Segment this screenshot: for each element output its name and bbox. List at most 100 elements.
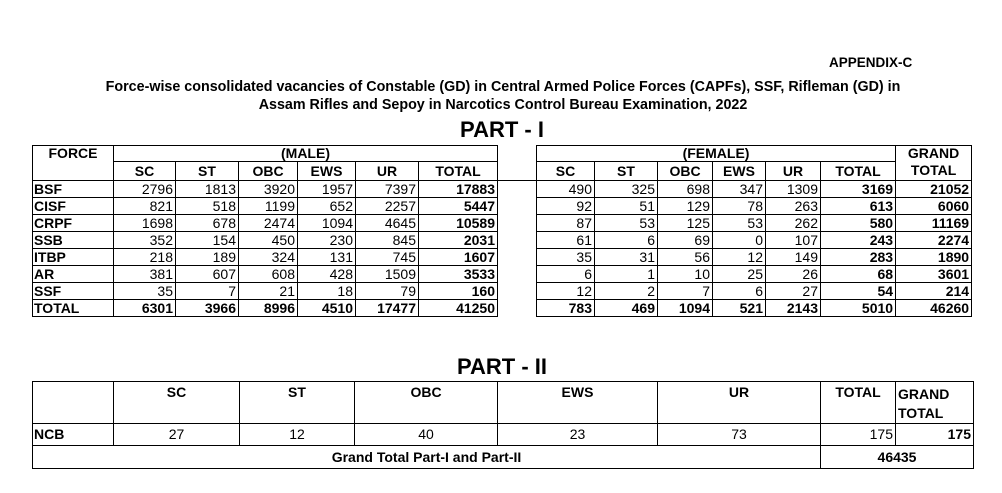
female-ur: 2143: [765, 299, 821, 317]
table-row-cisf: CISF 821 518 1199 652 2257 5447 92 51 129 78 263 613…: [32, 197, 973, 215]
female-obc: 69: [657, 231, 713, 249]
p2-col-total: TOTAL: [820, 381, 896, 424]
male-sc: 6301: [113, 299, 176, 317]
male-ews: 652: [297, 197, 356, 215]
male-ews: 4510: [297, 299, 356, 317]
spacer-cell: [497, 299, 537, 317]
male-obc: 324: [238, 248, 298, 266]
table-row-total: TOTAL 6301 3966 8996 4510 17477 41250 783 469 109…: [32, 299, 973, 317]
male-ur: 1509: [355, 265, 419, 283]
force-header: FORCE: [32, 145, 114, 181]
female-st: 1: [594, 265, 658, 283]
female-ews: 0: [712, 231, 766, 249]
male-total: 2031: [418, 231, 498, 249]
col-female-ews: EWS: [712, 161, 766, 181]
female-total: 68: [819, 265, 897, 283]
male-st: 678: [175, 214, 239, 232]
female-total: 243: [819, 231, 897, 249]
male-obc: 3920: [238, 180, 298, 198]
male-total: 41250: [418, 299, 498, 317]
female-obc: 10: [657, 265, 713, 283]
male-ews: 131: [297, 248, 356, 266]
female-ews: 25: [712, 265, 766, 283]
male-obc: 21: [238, 282, 298, 300]
female-ur: 1309: [765, 180, 821, 198]
female-ur: 27: [765, 282, 821, 300]
col-male-ews: EWS: [297, 161, 356, 181]
female-ews: 53: [712, 214, 766, 232]
force-name: SSB: [32, 231, 114, 249]
male-total: 10589: [418, 214, 498, 232]
spacer-cell: [497, 180, 537, 198]
col-male-st: ST: [175, 161, 239, 181]
female-st: 6: [594, 231, 658, 249]
p2-col-ur: UR: [657, 381, 821, 424]
spacer-column: [497, 145, 537, 181]
force-name: NCB: [32, 423, 114, 446]
male-sc: 1698: [113, 214, 176, 232]
male-ur: 7397: [355, 180, 419, 198]
p2-label-header: [32, 381, 114, 424]
male-total: 5447: [418, 197, 498, 215]
table-row-bsf: BSF 2796 1813 3920 1957 7397 17883 490 325 698 347…: [32, 180, 973, 198]
grand-total-label: Grand Total Part-I and Part-II: [32, 445, 821, 469]
col-male-ur: UR: [355, 161, 419, 181]
female-st: 469: [594, 299, 658, 317]
male-ews: 1094: [297, 214, 356, 232]
table-row-ssf: SSF 35 7 21 18 79 160 12 2 7 6 27 54 214: [32, 282, 973, 300]
female-sc: 6: [536, 265, 595, 283]
ncb-obc: 40: [354, 423, 498, 446]
male-ur: 2257: [355, 197, 419, 215]
grand-total: 46260: [895, 299, 973, 317]
female-st: 31: [594, 248, 658, 266]
male-ews: 1957: [297, 180, 356, 198]
female-sc: 61: [536, 231, 595, 249]
force-name: BSF: [32, 180, 114, 198]
female-obc: 56: [657, 248, 713, 266]
spacer-cell: [497, 282, 537, 300]
female-ur: 107: [765, 231, 821, 249]
grand-total: 6060: [895, 197, 973, 215]
p2-col-st: ST: [239, 381, 355, 424]
force-name: SSF: [32, 282, 114, 300]
spacer-cell: [497, 248, 537, 266]
male-st: 7: [175, 282, 239, 300]
ncb-st: 12: [239, 423, 355, 446]
female-obc: 129: [657, 197, 713, 215]
part-1-heading: PART - I: [460, 117, 544, 142]
col-male-obc: OBC: [238, 161, 298, 181]
p2-col-grand-total: GRAND TOTAL: [895, 381, 974, 424]
female-total: 283: [819, 248, 897, 266]
male-obc: 8996: [238, 299, 298, 317]
col-female-ur: UR: [765, 161, 821, 181]
female-ews: 521: [712, 299, 766, 317]
grand-total: 21052: [895, 180, 973, 198]
male-ur: 17477: [355, 299, 419, 317]
female-st: 2: [594, 282, 658, 300]
force-name: AR: [32, 265, 114, 283]
col-male-sc: SC: [113, 161, 176, 181]
female-ews: 78: [712, 197, 766, 215]
force-name: CRPF: [32, 214, 114, 232]
male-sc: 381: [113, 265, 176, 283]
female-header: (FEMALE): [535, 145, 897, 162]
spacer-cell: [497, 231, 537, 249]
table-row-ncb: NCB 27 12 40 23 73 175 175: [32, 423, 974, 446]
table-row-ssb: SSB 352 154 450 230 845 2031 61 6 69 0 107 243 2274: [32, 231, 973, 249]
ncb-sc: 27: [113, 423, 240, 446]
male-st: 518: [175, 197, 239, 215]
col-female-obc: OBC: [657, 161, 713, 181]
spacer-cell: [497, 265, 537, 283]
male-ews: 18: [297, 282, 356, 300]
p2-grand-label-2: TOTAL: [898, 405, 944, 421]
male-total: 3533: [418, 265, 498, 283]
male-sc: 2796: [113, 180, 176, 198]
male-sc: 352: [113, 231, 176, 249]
male-st: 607: [175, 265, 239, 283]
ncb-ur: 73: [657, 423, 821, 446]
female-st: 325: [594, 180, 658, 198]
male-obc: 608: [238, 265, 298, 283]
male-obc: 2474: [238, 214, 298, 232]
female-sc: 87: [536, 214, 595, 232]
female-st: 51: [594, 197, 658, 215]
